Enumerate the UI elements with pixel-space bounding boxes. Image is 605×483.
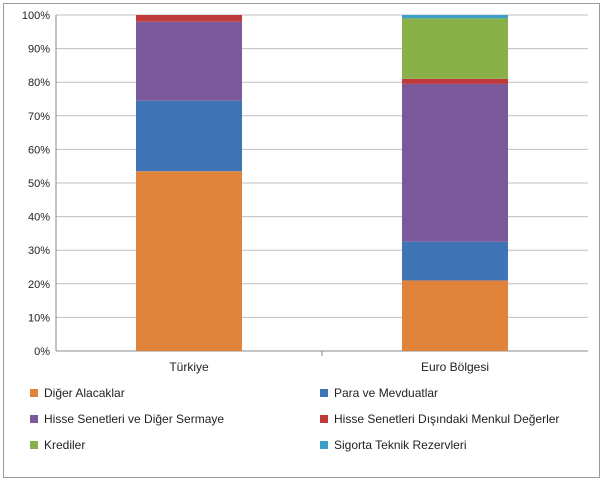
legend-item: Sigorta Teknik Rezervleri: [320, 437, 590, 453]
bar-segment: [402, 241, 508, 281]
bar-segment: [402, 15, 508, 19]
legend-label: Sigorta Teknik Rezervleri: [334, 438, 467, 452]
y-tick-label: 10%: [28, 312, 50, 324]
legend-swatch: [320, 415, 328, 423]
bar-segment: [136, 21, 242, 101]
legend-label: Diğer Alacaklar: [44, 386, 125, 400]
legend-item: Hisse Senetleri Dışındaki Menkul Değerle…: [320, 411, 590, 427]
legend-item: Diğer Alacaklar: [30, 385, 320, 401]
bar-segment: [402, 18, 508, 79]
legend-item: Hisse Senetleri ve Diğer Sermaye: [30, 411, 320, 427]
bar-segment: [136, 171, 242, 351]
y-tick-label: 70%: [28, 111, 50, 123]
y-tick-label: 40%: [28, 212, 50, 224]
y-tick-label: 90%: [28, 44, 50, 56]
bar-segment: [402, 280, 508, 351]
legend-swatch: [30, 441, 38, 449]
y-tick-label: 50%: [28, 178, 50, 190]
bar-segment: [136, 15, 242, 22]
legend-label: Hisse Senetleri ve Diğer Sermaye: [44, 412, 225, 426]
y-tick-label: 30%: [28, 245, 50, 257]
y-tick-label: 0%: [34, 346, 50, 358]
bar-segment: [136, 100, 242, 172]
legend-item: Para ve Mevduatlar: [320, 385, 590, 401]
bar-stacks: [136, 15, 508, 351]
legend-label: Para ve Mevduatlar: [334, 386, 439, 400]
legend-item: Krediler: [30, 437, 320, 453]
gridlines: [55, 14, 588, 356]
y-tick-label: 80%: [28, 77, 50, 89]
legend-label: Krediler: [44, 438, 86, 452]
x-category-label: Euro Bölgesi: [421, 360, 489, 374]
y-axis-ticks: 0% 10% 20% 30% 40% 50% 60% 70% 80% 90% 100%: [22, 10, 50, 358]
legend-swatch: [30, 415, 38, 423]
y-tick-label: 100%: [22, 10, 50, 22]
bar-segment: [402, 83, 508, 242]
legend-label: Hisse Senetleri Dışındaki Menkul Değerle…: [334, 412, 560, 426]
y-tick-label: 20%: [28, 279, 50, 291]
y-tick-label: 60%: [28, 144, 50, 156]
bar-segment: [402, 78, 508, 84]
x-category-label: Türkiye: [169, 360, 209, 374]
legend-swatch: [30, 389, 38, 397]
legend-swatch: [320, 441, 328, 449]
legend: Diğer Alacaklar Para ve Mevduatlar Hisse S…: [30, 385, 590, 453]
legend-swatch: [320, 389, 328, 397]
x-axis-labels: Türkiye Euro Bölgesi: [169, 360, 489, 374]
